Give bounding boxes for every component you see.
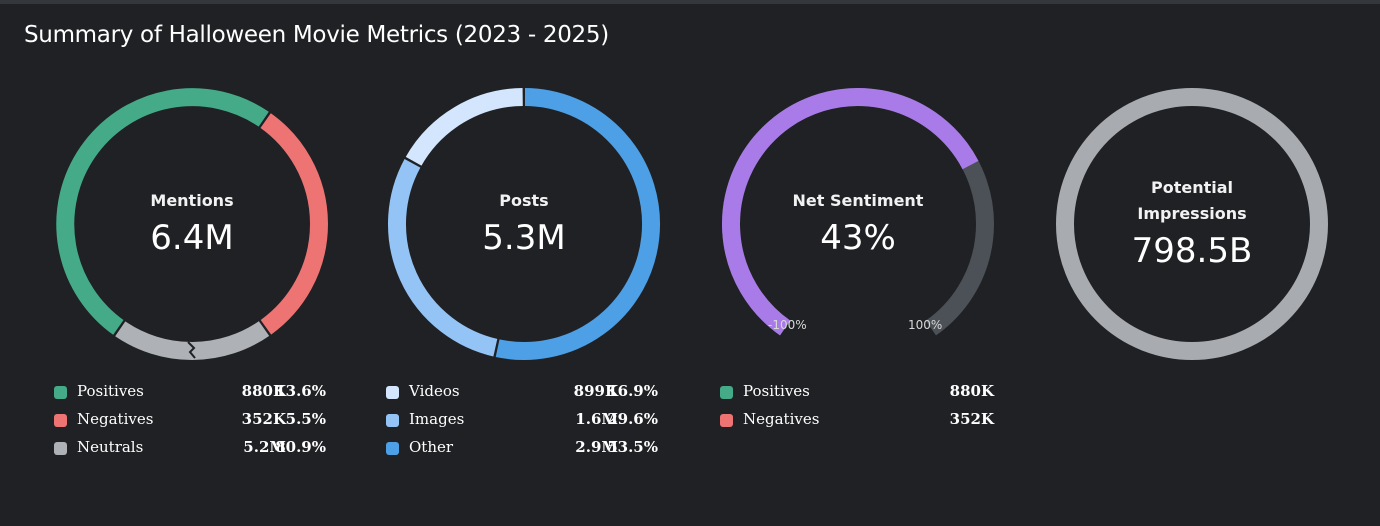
legend-item[interactable]: Videos 899K 16.9% (386, 381, 676, 409)
net-sentiment-label: Net Sentiment (792, 191, 924, 210)
impressions-label: Potential Impressions (1137, 178, 1247, 223)
mentions-donut-svg (56, 88, 328, 360)
net-sentiment-svg (722, 88, 994, 336)
legend-count: 1.6M (575, 410, 618, 428)
net-sentiment-center: Net Sentiment 43% (720, 86, 996, 362)
legend-swatch (720, 386, 733, 399)
legend-count: 352K (241, 410, 286, 428)
posts-center: Posts 5.3M (386, 86, 662, 362)
legend-percent: 16.9% (607, 382, 658, 400)
legend-item[interactable]: Positives 880K (720, 381, 1010, 409)
legend-swatch (720, 414, 733, 427)
posts-separator (403, 156, 423, 168)
mentions-arc-negatives (259, 112, 328, 335)
legend-swatch (386, 386, 399, 399)
net-sentiment-gauge: Net Sentiment 43% -100% 100% (720, 86, 996, 362)
mentions-arc-neutrals (115, 320, 270, 360)
legend-swatch (386, 414, 399, 427)
mentions-label: Mentions (150, 191, 234, 210)
legend-percent: 29.6% (607, 410, 658, 428)
mentions-separator (258, 319, 272, 337)
mentions-arc-positives (56, 88, 269, 336)
posts-arc-other (495, 88, 660, 360)
impressions-ring: Potential Impressions 798.5B (1054, 86, 1330, 362)
impressions-value: 798.5B (1131, 231, 1253, 271)
legend-count: 2.9M (575, 438, 618, 456)
legend-name: Negatives (743, 410, 820, 428)
legend-count: 880K (949, 382, 994, 400)
legend-count: 899K (573, 382, 618, 400)
legend-item[interactable]: Neutrals 5.2M 80.9% (54, 437, 344, 465)
posts-arc-images (388, 158, 499, 357)
legend-count: 5.2M (243, 438, 286, 456)
legend-name: Videos (409, 382, 460, 400)
sentiment-value-arc (722, 88, 979, 336)
legend-name: Negatives (77, 410, 154, 428)
sentiment-legend: Positives 880K Negatives 352K (720, 381, 1010, 437)
mentions-center: Mentions 6.4M (54, 86, 330, 362)
top-border (0, 0, 1380, 4)
legend-name: Neutrals (77, 438, 144, 456)
mentions-separator (258, 111, 272, 129)
mentions-donut: Mentions 6.4M (54, 86, 330, 362)
legend-item[interactable]: Negatives 352K (720, 409, 1010, 437)
legend-item[interactable]: Positives 880K 13.6% (54, 381, 344, 409)
mentions-break-mark (187, 341, 196, 359)
legend-percent: 5.5% (285, 410, 326, 428)
posts-separator (493, 337, 500, 358)
posts-legend: Videos 899K 16.9% Images 1.6M 29.6% Othe… (386, 381, 676, 465)
legend-percent: 13.6% (275, 382, 326, 400)
posts-donut-svg (388, 87, 660, 360)
legend-swatch (54, 386, 67, 399)
mentions-separator (112, 319, 126, 337)
posts-donut: Posts 5.3M (386, 86, 662, 362)
legend-count: 352K (949, 410, 994, 428)
mentions-legend: Positives 880K 13.6% Negatives 352K 5.5%… (54, 381, 344, 465)
legend-item[interactable]: Negatives 352K 5.5% (54, 409, 344, 437)
legend-swatch (54, 442, 67, 455)
legend-name: Positives (77, 382, 144, 400)
legend-swatch (386, 442, 399, 455)
mentions-value: 6.4M (150, 218, 234, 258)
impressions-svg (1056, 88, 1328, 360)
legend-percent: 53.5% (607, 438, 658, 456)
legend-name: Positives (743, 382, 810, 400)
posts-value: 5.3M (482, 218, 566, 258)
legend-name: Other (409, 438, 454, 456)
impressions-ring-circle (1056, 88, 1328, 360)
legend-item[interactable]: Other 2.9M 53.5% (386, 437, 676, 465)
impressions-center: Potential Impressions 798.5B (1054, 86, 1330, 362)
legend-percent: 80.9% (275, 438, 326, 456)
gauge-min-label: -100% (768, 318, 807, 332)
legend-count: 880K (241, 382, 286, 400)
posts-arc-videos (405, 88, 523, 167)
net-sentiment-value: 43% (820, 218, 896, 258)
legend-swatch (54, 414, 67, 427)
legend-name: Images (409, 410, 465, 428)
legend-item[interactable]: Images 1.6M 29.6% (386, 409, 676, 437)
gauge-max-label: 100% (908, 318, 943, 332)
posts-label: Posts (499, 191, 549, 210)
page-title: Summary of Halloween Movie Metrics (2023… (24, 22, 609, 48)
